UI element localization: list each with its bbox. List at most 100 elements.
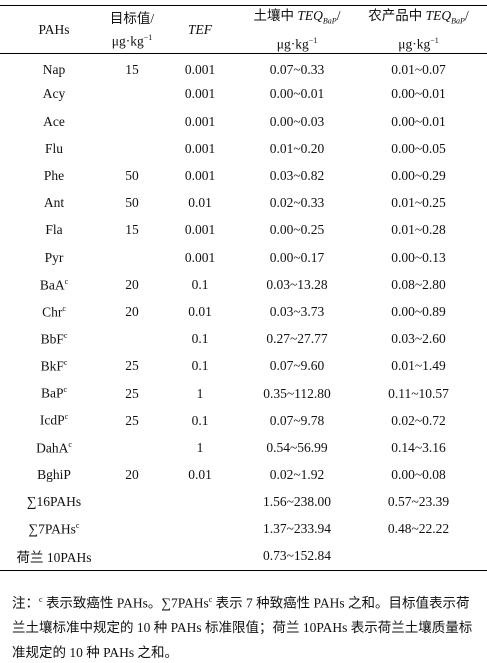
pah-name: BaPc — [0, 380, 108, 407]
text-run: PAHs — [38, 22, 70, 38]
table-row: BbFc 0.1 0.27~27.77 0.03~2.60 — [0, 326, 487, 353]
cell-soil: 0.07~9.78 — [269, 412, 325, 428]
text-run: Fla — [45, 222, 63, 238]
text-run: μg·kg — [111, 33, 144, 49]
table-header: PAHs 目标值/μg·kg−1 TEF 土壤中 TEQBaP/μg·kg−1 农产品中… — [0, 6, 487, 54]
text-run: TEQ — [425, 8, 452, 23]
table-row: ∑16PAHs 1.56~238.00 0.57~23.39 — [0, 489, 487, 516]
pah-name: Pyr — [0, 244, 108, 271]
cell-crop: 0.02~0.72 — [391, 412, 446, 428]
cell-target: 25 — [125, 358, 139, 374]
cell-tef: 1 — [196, 385, 204, 401]
cell-soil: 0.00~0.25 — [269, 222, 325, 238]
text-run: Pyr — [44, 249, 64, 265]
pah-name: Acy — [0, 81, 108, 108]
cell-tef: 0.001 — [184, 249, 216, 265]
pah-name: Chrc — [0, 298, 108, 325]
table-row: IcdPc 25 0.1 0.07~9.78 0.02~0.72 — [0, 407, 487, 434]
cell-target — [108, 108, 156, 135]
table-row: BkFc 25 0.1 0.07~9.60 0.01~1.49 — [0, 353, 487, 380]
cell-target: 25 — [125, 412, 139, 428]
text-run: c — [208, 595, 213, 604]
text-run: μg·kg — [398, 36, 431, 52]
table-row: DahAc 1 0.54~56.99 0.14~3.16 — [0, 434, 487, 461]
text-run: Acy — [42, 86, 66, 102]
cell-crop: 0.01~1.49 — [391, 358, 446, 374]
text-run: 目标值/ — [109, 10, 155, 26]
cell-target: 20 — [125, 303, 139, 319]
text-run: −1 — [430, 35, 439, 45]
text-run: c — [62, 303, 66, 313]
cell-tef: 0.01 — [188, 303, 212, 319]
cell-target — [108, 516, 156, 543]
cell-soil: 1.56~238.00 — [262, 494, 332, 510]
cell-tef: 0.001 — [184, 222, 216, 238]
pah-name: ∑16PAHs — [0, 489, 108, 516]
text-run: ∑16PAHs — [26, 494, 82, 510]
cell-tef: 0.001 — [184, 86, 216, 102]
text-run: −1 — [308, 35, 318, 45]
cell-crop: 0.11~10.57 — [388, 385, 449, 401]
pah-name: Nap — [0, 54, 108, 81]
text-run: c — [63, 385, 68, 395]
text-run: BghiP — [37, 467, 71, 483]
cell-soil: 0.27~27.77 — [266, 331, 328, 347]
table-row: Ant 50 0.01 0.02~0.33 0.01~0.25 — [0, 190, 487, 217]
cell-soil: 0.03~13.28 — [266, 276, 328, 292]
cell-tef: 0.1 — [191, 412, 209, 428]
text-run: Nap — [42, 61, 66, 77]
cell-target: 15 — [125, 222, 139, 238]
cell-soil: 0.01~0.20 — [269, 140, 325, 156]
cell-tef: 0.1 — [191, 331, 209, 347]
table-body: Nap 15 0.001 0.07~0.33 0.01~0.07 Acy 0.001 0.00… — [0, 54, 487, 571]
cell-tef: 0.1 — [191, 276, 209, 292]
header-line: μg·kg−1 — [350, 31, 487, 54]
text-run: DahA — [36, 440, 69, 456]
cell-target — [108, 543, 156, 570]
text-run: BaP — [40, 385, 64, 401]
header-cell: TEF — [156, 6, 244, 54]
pah-name: BaAc — [0, 271, 108, 298]
text-run: c — [68, 439, 72, 449]
text-run: c — [75, 521, 80, 531]
header-line: μg·kg−1 — [108, 28, 156, 51]
cell-tef: 0.01 — [188, 195, 212, 211]
header-line: 土壤中 TEQBaP/ — [244, 6, 350, 31]
pah-name: IcdPc — [0, 407, 108, 434]
cell-target: 15 — [125, 61, 139, 77]
cell-soil: 0.02~1.92 — [269, 467, 325, 483]
cell-crop: 0.48~22.22 — [387, 521, 450, 537]
cell-target: 20 — [125, 276, 139, 292]
text-run: 农产品中 — [368, 8, 426, 23]
table-row: BaPc 25 1 0.35~112.80 0.11~10.57 — [0, 380, 487, 407]
pah-name: Fla — [0, 217, 108, 244]
cell-crop: 0.03~2.60 — [391, 331, 446, 347]
text-run: Phe — [43, 168, 65, 184]
cell-soil: 0.35~112.80 — [263, 385, 331, 401]
cell-crop: 0.08~2.80 — [391, 276, 446, 292]
cell-crop: 0.00~0.08 — [391, 467, 446, 483]
table-row: BaAc 20 0.1 0.03~13.28 0.08~2.80 — [0, 271, 487, 298]
cell-soil: 0.00~0.01 — [269, 86, 325, 102]
text-run: IcdP — [39, 412, 65, 428]
cell-tef — [156, 489, 244, 516]
text-run: Flu — [44, 140, 63, 156]
header-line: 农产品中 TEQBaP/ — [350, 6, 487, 31]
text-run: BaA — [39, 277, 65, 293]
text-run: BkF — [40, 358, 64, 374]
cell-target — [108, 244, 156, 271]
cell-target: 25 — [125, 385, 139, 401]
text-run: BaP — [322, 16, 337, 26]
text-run: ∑7PAHs — [28, 521, 76, 537]
cell-target — [108, 434, 156, 461]
table-row: ∑7PAHsc 1.37~233.94 0.48~22.22 — [0, 516, 487, 543]
text-run: c — [39, 595, 43, 604]
cell-tef: 1 — [196, 439, 204, 455]
pah-name: Phe — [0, 162, 108, 189]
pah-name: BbFc — [0, 326, 108, 353]
table-row: Phe 50 0.001 0.03~0.82 0.00~0.29 — [0, 162, 487, 189]
table-row: Fla 15 0.001 0.00~0.25 0.01~0.28 — [0, 217, 487, 244]
cell-crop: 0.00~0.05 — [391, 140, 446, 156]
cell-tef — [156, 543, 244, 570]
text-run: 表示 7 种致癌性 PAHs 之和。目标值表示荷兰土壤标准中规定的 10 种 P… — [12, 595, 473, 660]
